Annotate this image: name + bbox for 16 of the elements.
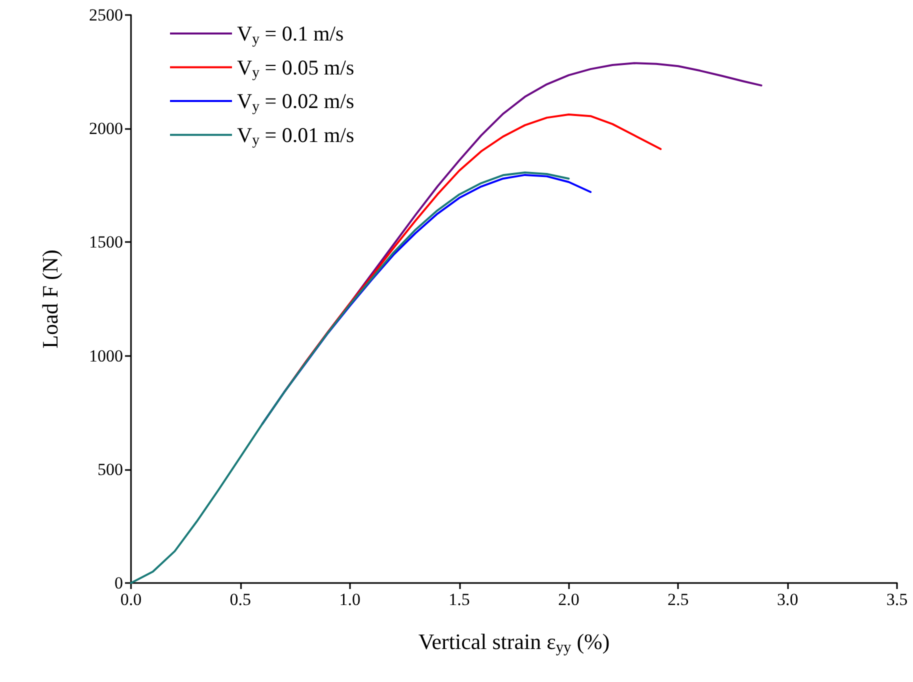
y-tick-label: 1500 xyxy=(89,232,123,252)
x-tick-label: 2.5 xyxy=(668,590,689,609)
x-tick-label: 3.5 xyxy=(886,590,908,609)
y-tick-label: 500 xyxy=(98,460,123,479)
y-tick-label: 2000 xyxy=(89,119,123,138)
x-tick-label: 0.5 xyxy=(230,590,252,609)
y-axis-title: Load F (N) xyxy=(38,250,62,348)
y-tick-label: 0 xyxy=(114,574,123,592)
y-tick-label: 2500 xyxy=(89,6,123,24)
x-tick-label: 3.0 xyxy=(776,590,798,609)
y-tick-label: 1000 xyxy=(89,346,123,366)
line-series xyxy=(130,171,570,584)
x-tick-label: 1.0 xyxy=(339,590,360,609)
x-tick-label: 1.5 xyxy=(448,590,470,609)
x-tick-label: 0.0 xyxy=(120,590,142,609)
x-tick-label: 2.0 xyxy=(558,590,580,609)
